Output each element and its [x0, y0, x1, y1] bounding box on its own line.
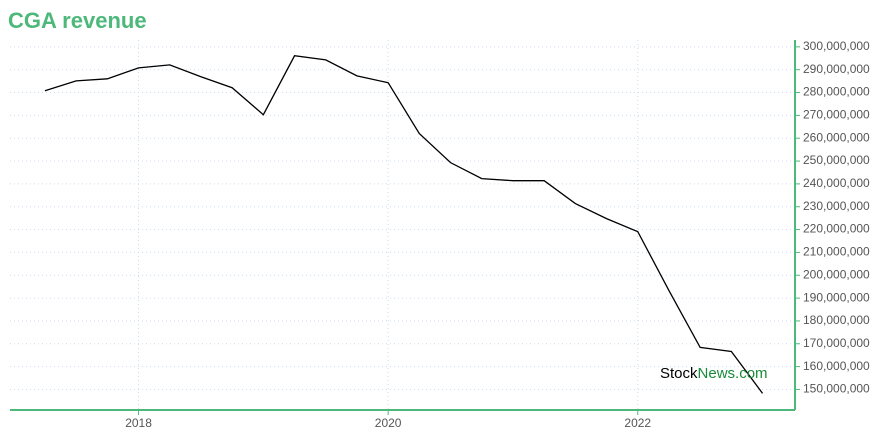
x-tick-label: 2022 [624, 416, 651, 430]
chart-title: CGA revenue [8, 8, 147, 33]
y-tick-label: 230,000,000 [803, 199, 870, 213]
y-tick-label: 200,000,000 [803, 267, 870, 281]
y-tick-label: 210,000,000 [803, 245, 870, 259]
y-tick-label: 250,000,000 [803, 153, 870, 167]
y-tick-label: 290,000,000 [803, 62, 870, 76]
watermark: StockNews.com [660, 365, 768, 382]
y-tick-label: 150,000,000 [803, 382, 870, 396]
y-tick-label: 170,000,000 [803, 336, 870, 350]
y-tick-label: 300,000,000 [803, 39, 870, 53]
y-tick-label: 160,000,000 [803, 359, 870, 373]
y-tick-label: 270,000,000 [803, 108, 870, 122]
y-tick-label: 280,000,000 [803, 85, 870, 99]
watermark-stock: Stock [660, 365, 698, 382]
y-tick-label: 260,000,000 [803, 130, 870, 144]
x-tick-label: 2020 [375, 416, 402, 430]
watermark-news: News.com [698, 365, 768, 382]
y-tick-label: 240,000,000 [803, 176, 870, 190]
line-series [44, 55, 764, 394]
y-tick-label: 220,000,000 [803, 222, 870, 236]
y-tick-label: 180,000,000 [803, 313, 870, 327]
y-tick-label: 190,000,000 [803, 290, 870, 304]
x-tick-label: 2018 [125, 416, 152, 430]
